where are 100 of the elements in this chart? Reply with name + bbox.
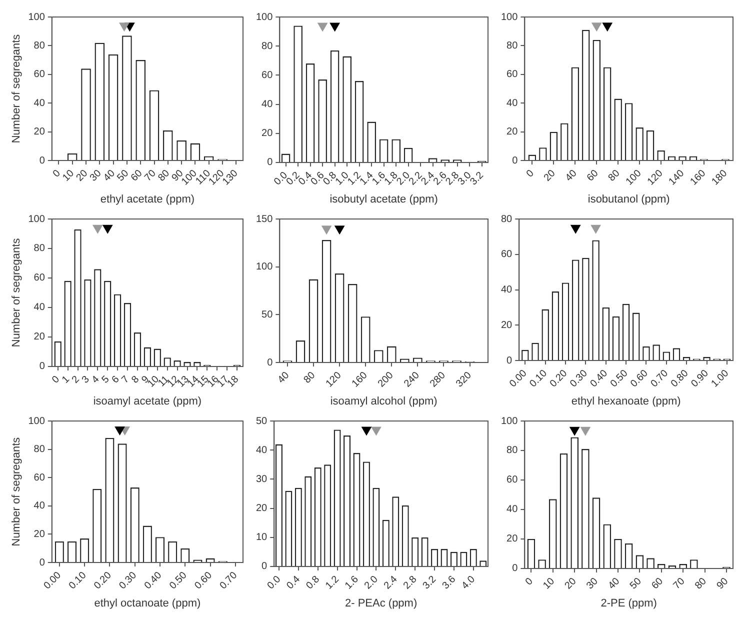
y-tick-label: 10 bbox=[256, 532, 268, 544]
y-tick-label: 100 bbox=[256, 262, 274, 273]
x-tick-label: 0.60 bbox=[192, 570, 215, 592]
x-tick-label: 0.0 bbox=[265, 574, 284, 592]
x-axis-title: ethyl octanoate (ppm) bbox=[94, 597, 201, 610]
x-tick-label: 1.00 bbox=[709, 368, 732, 390]
x-axis-title: 2- PEAc (ppm) bbox=[344, 597, 418, 610]
x-tick-label: 90 bbox=[714, 576, 731, 592]
y-tick-label: 40 bbox=[256, 444, 268, 456]
x-tick-label: 0.70 bbox=[218, 570, 240, 592]
y-axis-title: Number of segregants bbox=[10, 436, 23, 546]
x-tick-label: 2.8 bbox=[402, 574, 420, 592]
x-tick-label: 0.20 bbox=[548, 368, 570, 390]
x-tick-label: 0.00 bbox=[508, 368, 530, 390]
x-tick-label: 20 bbox=[563, 576, 579, 592]
x-tick-label: 0.30 bbox=[568, 368, 590, 390]
x-tick-label: 1.6 bbox=[343, 574, 362, 592]
x-tick-label: 0 bbox=[50, 374, 62, 386]
y-tick-label: 60 bbox=[34, 472, 46, 484]
x-axis-title: ethyl hexanoate (ppm) bbox=[571, 395, 681, 408]
x-tick-label: 4 bbox=[90, 374, 102, 386]
x-tick-label: 240 bbox=[402, 370, 422, 390]
x-axis-title: ethyl acetate (ppm) bbox=[100, 193, 195, 206]
y-tick-label: 20 bbox=[262, 128, 274, 140]
y-tick-label: 150 bbox=[256, 214, 274, 225]
y-tick-label: 80 bbox=[506, 40, 518, 52]
y-tick-label: 40 bbox=[506, 504, 518, 516]
x-tick-label: 7 bbox=[120, 374, 132, 386]
y-tick-label: 60 bbox=[262, 70, 274, 81]
x-tick-label: 4.0 bbox=[460, 574, 478, 592]
x-tick-label: 120 bbox=[646, 168, 666, 188]
y-tick-label: 100 bbox=[500, 12, 518, 23]
y-tick-label: 20 bbox=[501, 320, 513, 331]
x-tick-label: 0.4 bbox=[284, 574, 303, 592]
y-tick-label: 80 bbox=[501, 214, 513, 225]
y-tick-label: 80 bbox=[506, 445, 518, 456]
x-tick-label: 50 bbox=[628, 576, 644, 592]
x-tick-label: 1.2 bbox=[324, 574, 342, 592]
x-axis-title: isobutanol (ppm) bbox=[588, 193, 670, 206]
x-tick-label: 280 bbox=[428, 370, 448, 390]
x-tick-label: 160 bbox=[688, 168, 708, 188]
y-tick-label: 80 bbox=[34, 444, 46, 456]
y-tick-label: 80 bbox=[34, 40, 46, 52]
y-tick-label: 50 bbox=[256, 416, 268, 427]
x-tick-label: 200 bbox=[376, 370, 396, 390]
x-tick-label: 80 bbox=[693, 576, 710, 592]
x-tick-label: 40 bbox=[606, 576, 622, 592]
x-tick-label: 3.6 bbox=[440, 574, 458, 592]
y-tick-label: 40 bbox=[506, 98, 518, 109]
y-tick-label: 0 bbox=[267, 357, 274, 368]
x-tick-label: 0.10 bbox=[528, 368, 550, 390]
x-axis-title: isobutyl acetate (ppm) bbox=[330, 193, 438, 206]
x-tick-label: 0.70 bbox=[648, 368, 671, 390]
x-tick-label: 0.20 bbox=[92, 570, 114, 592]
y-tick-label: 100 bbox=[256, 12, 274, 23]
x-tick-label: 0 bbox=[51, 168, 64, 180]
x-tick-label: 3.2 bbox=[420, 574, 439, 592]
y-tick-label: 20 bbox=[34, 528, 46, 540]
y-tick-label: 100 bbox=[28, 214, 46, 225]
x-tick-label: 0.50 bbox=[608, 368, 630, 390]
x-tick-label: 70 bbox=[142, 168, 159, 184]
x-axis-title: isoamyl alcohol (ppm) bbox=[330, 395, 438, 408]
x-tick-label: 0 bbox=[524, 168, 537, 180]
y-tick-label: 0 bbox=[506, 355, 513, 366]
y-tick-label: 80 bbox=[262, 40, 274, 52]
x-tick-label: 2 bbox=[70, 374, 82, 386]
y-tick-label: 80 bbox=[34, 243, 46, 254]
x-tick-label: 80 bbox=[156, 168, 172, 184]
x-tick-label: 5 bbox=[100, 374, 112, 386]
x-tick-label: 30 bbox=[88, 168, 104, 184]
x-tick-label: 2.0 bbox=[362, 574, 381, 592]
x-tick-label: 6 bbox=[110, 374, 122, 386]
x-tick-label: 20 bbox=[74, 168, 90, 184]
y-tick-label: 20 bbox=[34, 126, 46, 138]
x-tick-label: 3 bbox=[80, 374, 92, 386]
x-tick-label: 40 bbox=[102, 168, 118, 184]
x-tick-label: 60 bbox=[650, 576, 666, 592]
x-tick-label: 0.00 bbox=[42, 570, 64, 592]
x-tick-label: 0.10 bbox=[67, 570, 89, 592]
x-tick-label: 10 bbox=[60, 168, 77, 184]
y-tick-label: 0 bbox=[262, 561, 268, 572]
x-tick-label: 40 bbox=[564, 168, 580, 184]
y-tick-label: 20 bbox=[506, 126, 518, 138]
y-tick-label: 40 bbox=[34, 98, 46, 109]
x-tick-label: 0.60 bbox=[628, 368, 651, 390]
x-tick-label: 0.80 bbox=[669, 368, 691, 390]
y-tick-label: 60 bbox=[506, 69, 518, 80]
x-axis-title: isoamyl acetate (ppm) bbox=[93, 395, 202, 408]
y-tick-label: 20 bbox=[506, 534, 518, 545]
x-tick-label: 60 bbox=[585, 168, 602, 184]
y-axis-title: Number of segregants bbox=[10, 34, 23, 144]
x-tick-label: 70 bbox=[672, 576, 688, 592]
x-tick-label: 1 bbox=[60, 374, 72, 386]
x-tick-label: 320 bbox=[454, 370, 474, 390]
x-tick-label: 30 bbox=[584, 576, 601, 592]
y-tick-label: 50 bbox=[262, 309, 274, 320]
x-tick-label: 0.8 bbox=[304, 574, 322, 592]
x-tick-label: 140 bbox=[667, 168, 687, 188]
y-tick-label: 40 bbox=[501, 284, 513, 296]
y-tick-label: 100 bbox=[28, 12, 46, 23]
